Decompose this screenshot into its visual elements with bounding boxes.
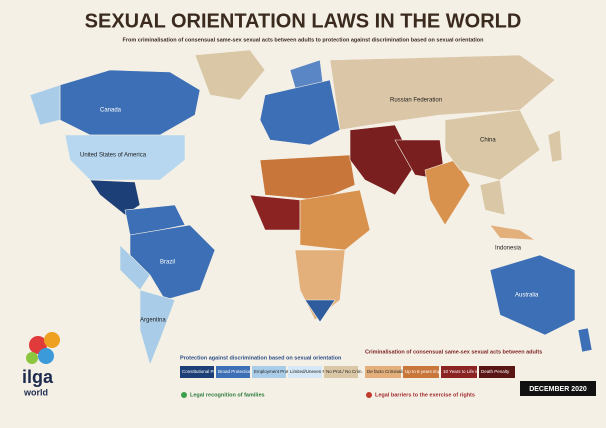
country-label: Russian Federation <box>390 98 442 104</box>
legend-title: Legal recognition of families <box>190 392 265 398</box>
southeast-asia <box>479 179 506 216</box>
legend-item: De facto Criminalisation <box>367 369 415 374</box>
legend-title: Criminalisation of consensual same-sex s… <box>365 349 542 355</box>
map <box>29 49 593 366</box>
north-south-america <box>124 204 186 236</box>
logo-dot <box>26 352 38 364</box>
country-label: Canada <box>100 108 122 114</box>
subtitle: From criminalisation of consensual same-… <box>123 37 485 43</box>
swatch <box>441 366 477 378</box>
swatch <box>180 366 214 378</box>
country-label: Indonesia <box>495 246 522 252</box>
legend-title: Protection against discrimination based … <box>180 355 342 361</box>
date-badge <box>520 381 596 396</box>
europe <box>259 79 341 146</box>
logo-name: ilga <box>22 367 54 387</box>
legend-item: Limited/Uneven Protection <box>290 369 343 374</box>
swatch <box>479 366 515 378</box>
country-label: Argentina <box>140 318 166 324</box>
country-label: Australia <box>515 293 539 299</box>
swatch <box>216 366 250 378</box>
logo-dot <box>38 348 54 364</box>
indonesia <box>489 224 537 241</box>
swatch <box>324 366 358 378</box>
title: SEXUAL ORIENTATION LAWS IN THE WORLD <box>85 10 522 32</box>
swatch <box>252 366 286 378</box>
swatch <box>288 366 322 378</box>
country-label: Brazil <box>160 260 175 266</box>
criminalisation-legend: De facto Criminalisation Up to 8 years i… <box>365 366 515 378</box>
canada <box>59 69 201 136</box>
logo: ilga world <box>22 332 60 397</box>
country-label: China <box>480 138 496 144</box>
russia <box>329 54 556 131</box>
legend-item: Employment Protection <box>254 369 301 374</box>
argentina <box>139 289 176 366</box>
central-africa <box>299 189 371 251</box>
alaska <box>29 84 61 126</box>
south-africa <box>304 299 336 323</box>
legend-item: Up to 8 years imprisonment <box>405 369 461 374</box>
legend-item: No Prot./ No Crim. <box>326 369 363 374</box>
legend-item: Broad Protection <box>218 369 252 374</box>
legend-item: Constitutional Protection <box>182 369 231 374</box>
icon <box>181 392 187 398</box>
date: DECEMBER 2020 <box>529 386 587 393</box>
legend-title: Legal barriers to the exercise of rights <box>375 392 475 398</box>
icon <box>366 392 372 398</box>
new-zealand <box>577 327 593 353</box>
greenland <box>194 49 266 101</box>
japan <box>547 129 563 163</box>
logo-sub: world <box>23 387 48 397</box>
legend-item: 10 Years to Life in Prison <box>443 369 493 374</box>
country-label: United States of America <box>80 153 147 159</box>
usa <box>64 134 186 181</box>
logo-dot <box>44 332 60 348</box>
australia <box>489 254 576 336</box>
swatch <box>365 366 401 378</box>
protection-legend: Constitutional Protection Broad Protecti… <box>180 366 363 378</box>
legend-item: Death Penalty <box>481 369 510 374</box>
india <box>424 159 471 226</box>
north-africa <box>259 154 356 201</box>
swatch <box>403 366 439 378</box>
